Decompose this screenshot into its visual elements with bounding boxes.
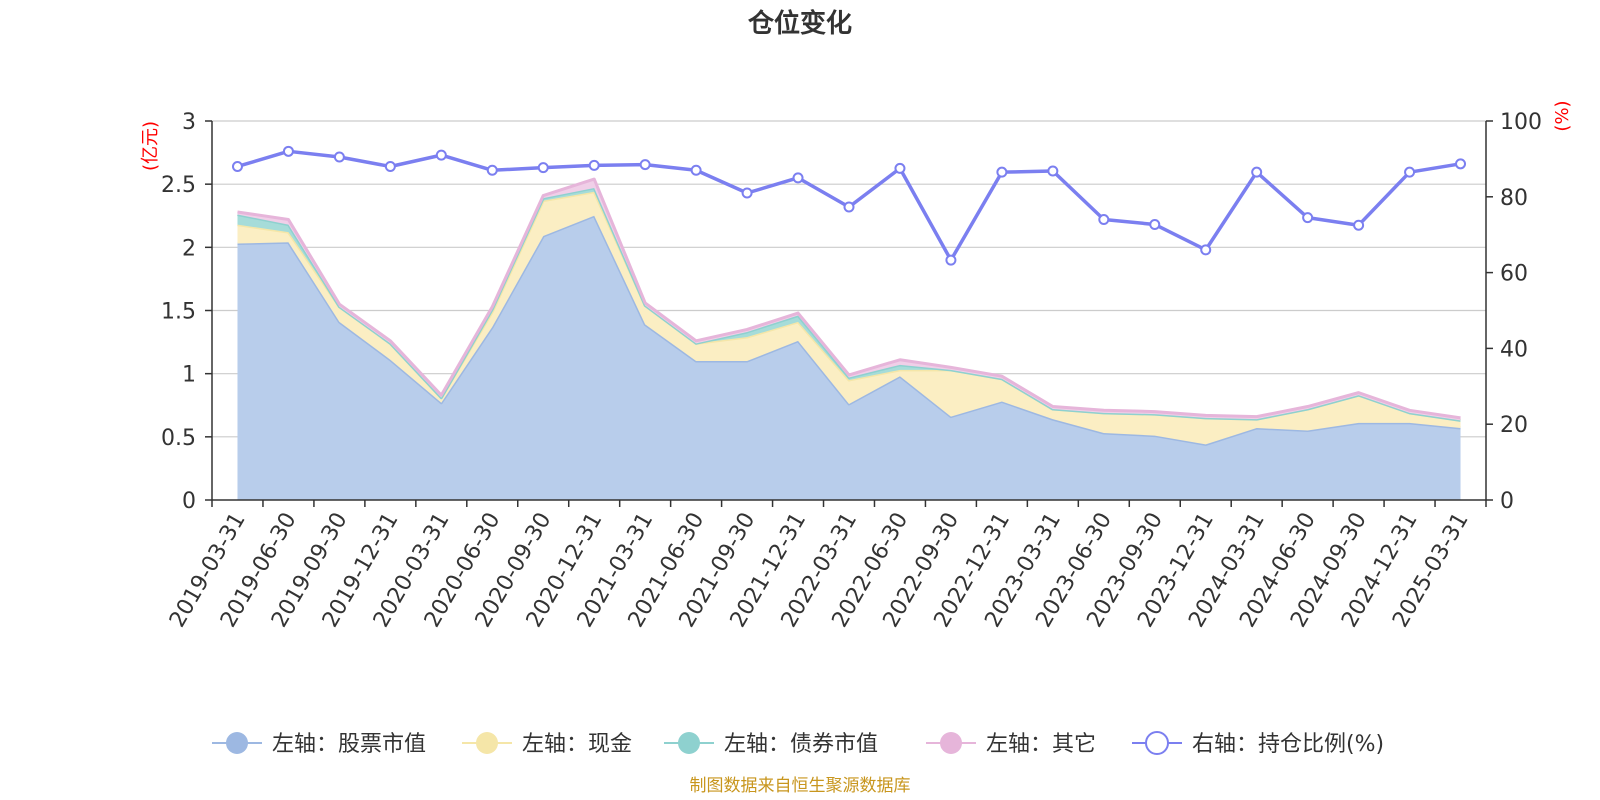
ratio-point[interactable] bbox=[639, 159, 651, 171]
left-tick-label: 0.5 bbox=[161, 426, 196, 451]
left-tick-label: 2 bbox=[182, 236, 196, 261]
legend: 左轴：股票市值 左轴：现金 左轴：债券市值 左轴：其它 右轴：持仓比例(%) bbox=[212, 731, 1384, 757]
area-series-0 bbox=[237, 215, 1461, 500]
ratio-point[interactable] bbox=[1149, 218, 1161, 230]
left-tick-label: 2.5 bbox=[161, 173, 196, 198]
right-axis-unit: (%) bbox=[1552, 100, 1573, 131]
ratio-point[interactable] bbox=[1200, 244, 1212, 256]
left-tick-label: 0 bbox=[182, 489, 196, 514]
right-tick-label: 20 bbox=[1500, 413, 1528, 438]
legend-item[interactable]: 左轴：债券市值 bbox=[664, 732, 878, 757]
legend-item[interactable]: 左轴：现金 bbox=[462, 732, 632, 757]
ratio-point[interactable] bbox=[1047, 165, 1059, 177]
legend-marker bbox=[476, 732, 498, 754]
ratio-point[interactable] bbox=[384, 160, 396, 172]
ratio-point[interactable] bbox=[996, 166, 1008, 178]
chart-title: 仓位变化 bbox=[747, 8, 852, 39]
ratio-point[interactable] bbox=[690, 164, 702, 176]
legend-label: 左轴：股票市值 bbox=[272, 732, 426, 757]
legend-marker bbox=[1145, 731, 1169, 755]
ratio-point[interactable] bbox=[1251, 166, 1263, 178]
left-tick-label: 3 bbox=[182, 110, 196, 135]
legend-marker bbox=[226, 732, 248, 754]
data-source-note: 制图数据来自恒生聚源数据库 bbox=[690, 776, 911, 796]
ratio-point[interactable] bbox=[231, 160, 243, 172]
left-axis-unit: (亿元) bbox=[140, 121, 161, 171]
ratio-point[interactable] bbox=[792, 172, 804, 184]
stacked-areas bbox=[237, 177, 1461, 500]
legend-item[interactable]: 左轴：股票市值 bbox=[212, 732, 426, 757]
right-tick-label: 100 bbox=[1500, 110, 1542, 135]
area-series-3-edge bbox=[237, 177, 1461, 420]
ratio-point[interactable] bbox=[1098, 214, 1110, 226]
left-tick-label: 1 bbox=[182, 363, 196, 388]
legend-marker bbox=[940, 732, 962, 754]
ratio-point[interactable] bbox=[1353, 219, 1365, 231]
legend-marker bbox=[678, 732, 700, 754]
right-tick-label: 40 bbox=[1500, 337, 1528, 362]
legend-label: 左轴：现金 bbox=[522, 732, 632, 757]
ratio-point[interactable] bbox=[945, 254, 957, 266]
ratio-point[interactable] bbox=[1302, 212, 1314, 224]
ratio-point[interactable] bbox=[741, 187, 753, 199]
ratio-point[interactable] bbox=[282, 145, 294, 157]
legend-item[interactable]: 右轴：持仓比例(%) bbox=[1132, 731, 1384, 757]
legend-label: 左轴：债券市值 bbox=[724, 732, 878, 757]
left-tick-label: 1.5 bbox=[161, 300, 196, 325]
right-tick-label: 60 bbox=[1500, 262, 1528, 287]
ratio-point[interactable] bbox=[435, 149, 447, 161]
legend-label: 右轴：持仓比例(%) bbox=[1192, 732, 1384, 757]
ratio-point[interactable] bbox=[333, 151, 345, 163]
legend-item[interactable]: 左轴：其它 bbox=[926, 732, 1096, 757]
ratio-point[interactable] bbox=[843, 201, 855, 213]
legend-label: 左轴：其它 bbox=[986, 732, 1096, 757]
ratio-point[interactable] bbox=[1404, 166, 1416, 178]
right-tick-label: 0 bbox=[1500, 489, 1514, 514]
ratio-line-series bbox=[231, 145, 1467, 266]
area-series-1 bbox=[237, 191, 1461, 445]
ratio-point[interactable] bbox=[894, 162, 906, 174]
right-tick-label: 80 bbox=[1500, 186, 1528, 211]
ratio-point[interactable] bbox=[588, 159, 600, 171]
ratio-point[interactable] bbox=[486, 164, 498, 176]
ratio-point[interactable] bbox=[1455, 158, 1467, 170]
ratio-point[interactable] bbox=[537, 162, 549, 174]
